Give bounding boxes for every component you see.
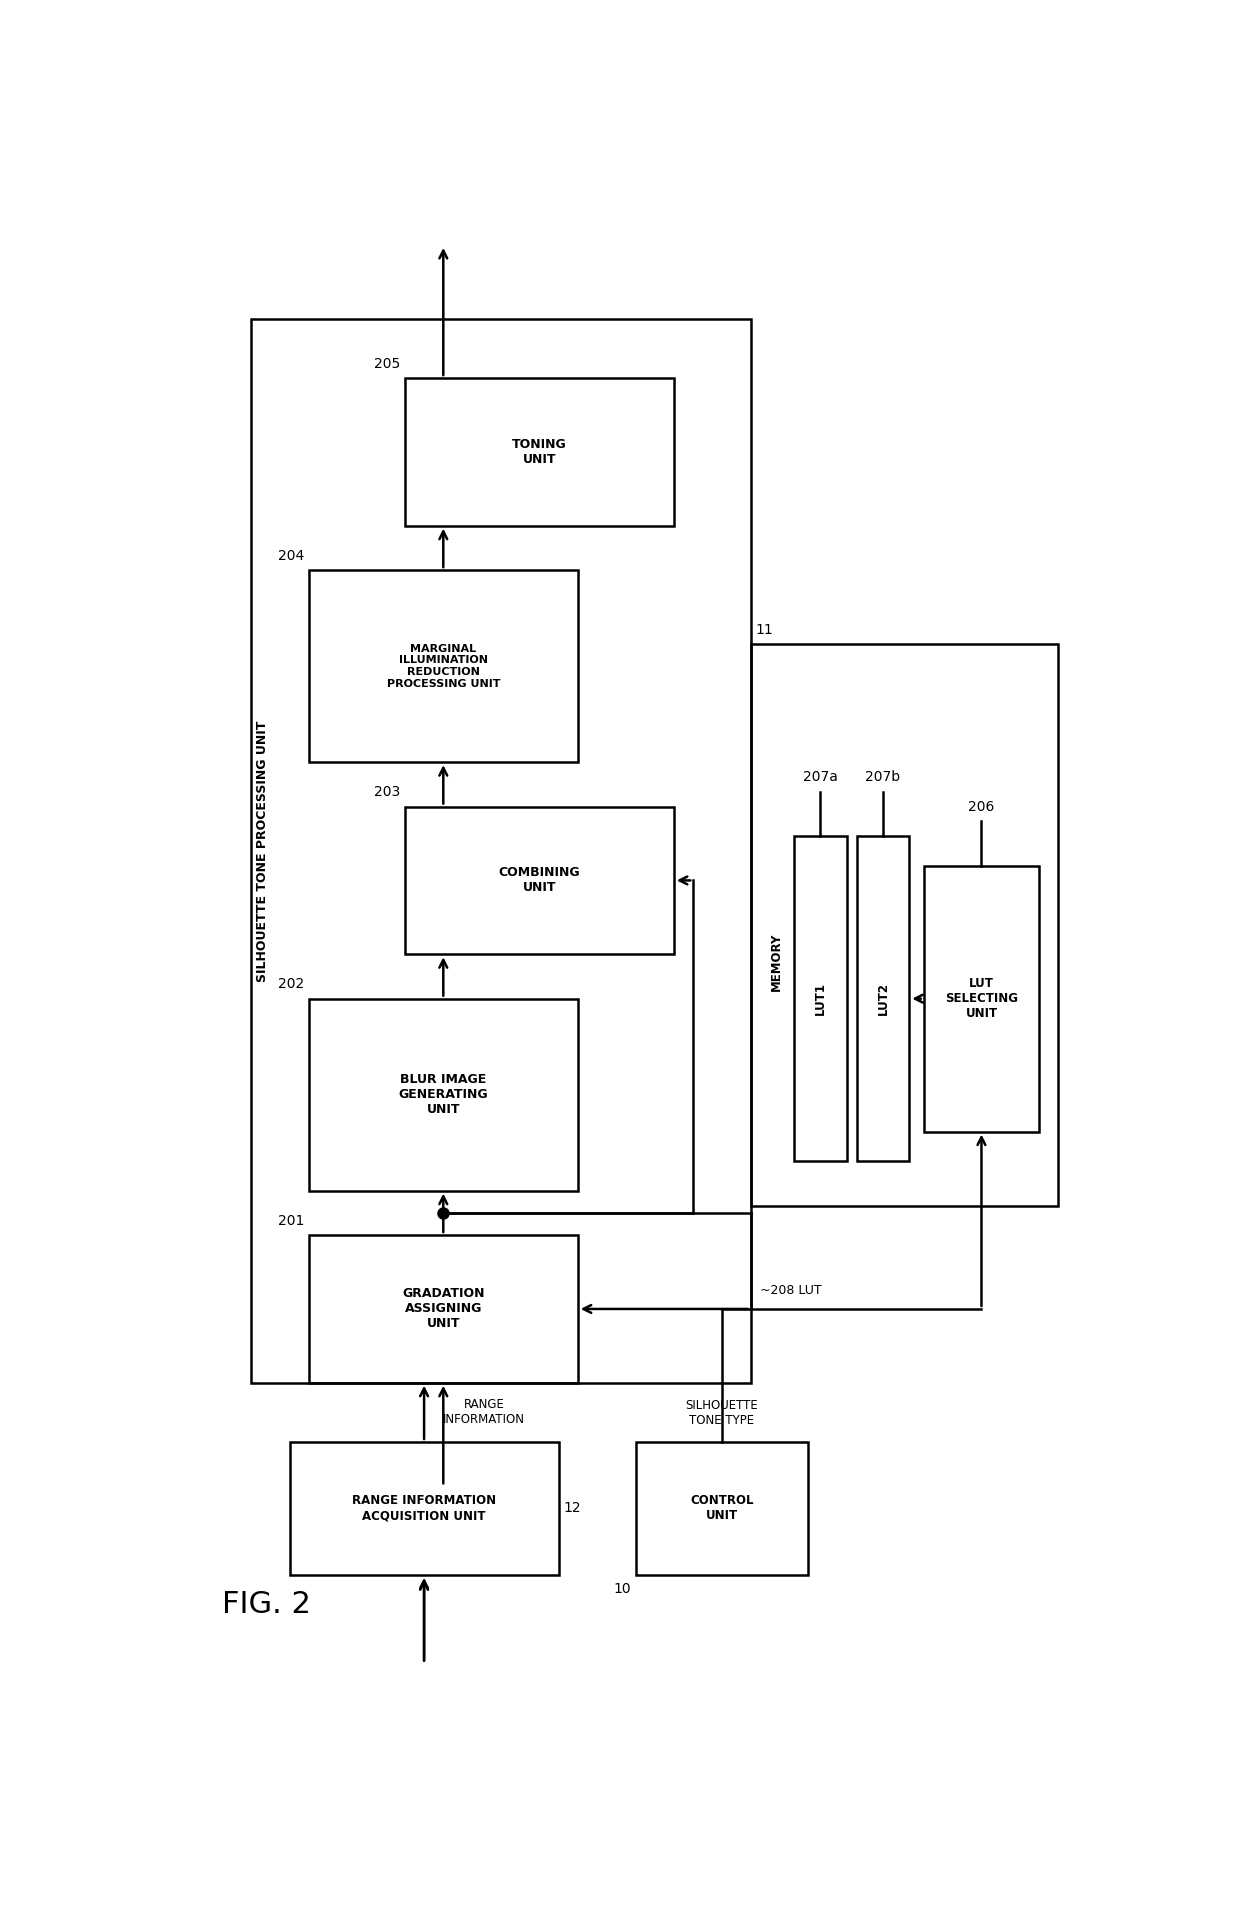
Text: 201: 201 (278, 1213, 304, 1228)
Text: TONING
UNIT: TONING UNIT (512, 438, 567, 466)
Bar (290, 1441, 559, 1575)
Bar (250, 319, 751, 1384)
Text: 205: 205 (373, 357, 401, 370)
Bar (794, 837, 847, 1161)
Bar (857, 837, 909, 1161)
Text: 207a: 207a (804, 770, 838, 785)
Text: 11: 11 (755, 622, 774, 637)
Text: LUT1: LUT1 (813, 983, 827, 1015)
Bar (309, 1236, 578, 1384)
Text: MARGINAL
ILLUMINATION
REDUCTION
PROCESSING UNIT: MARGINAL ILLUMINATION REDUCTION PROCESSI… (387, 643, 500, 689)
Text: BLUR IMAGE
GENERATING
UNIT: BLUR IMAGE GENERATING UNIT (398, 1073, 489, 1117)
Text: GRADATION
ASSIGNING
UNIT: GRADATION ASSIGNING UNIT (402, 1288, 485, 1330)
Text: 202: 202 (278, 977, 304, 992)
Text: MEMORY: MEMORY (770, 933, 784, 990)
Bar (924, 865, 1039, 1132)
Bar (309, 570, 578, 762)
Bar (404, 378, 675, 526)
Text: 206: 206 (968, 800, 994, 814)
Text: 10: 10 (613, 1583, 631, 1597)
Text: 12: 12 (563, 1501, 582, 1516)
Bar (751, 645, 1058, 1205)
Text: ~208 LUT: ~208 LUT (760, 1284, 822, 1297)
Text: COMBINING
UNIT: COMBINING UNIT (498, 867, 580, 894)
Bar (404, 806, 675, 954)
Text: SILHOUETTE TONE PROCESSING UNIT: SILHOUETTE TONE PROCESSING UNIT (257, 720, 269, 983)
Text: LUT
SELECTING
UNIT: LUT SELECTING UNIT (945, 977, 1018, 1021)
Text: CONTROL
UNIT: CONTROL UNIT (691, 1495, 754, 1522)
Text: RANGE INFORMATION
ACQUISITION UNIT: RANGE INFORMATION ACQUISITION UNIT (352, 1495, 496, 1522)
Text: FIG. 2: FIG. 2 (222, 1591, 311, 1620)
Bar (309, 998, 578, 1190)
Text: 203: 203 (373, 785, 401, 798)
Text: 207b: 207b (866, 770, 900, 785)
Text: LUT2: LUT2 (877, 983, 889, 1015)
Text: 204: 204 (278, 549, 304, 562)
Text: SILHOUETTE
TONE TYPE: SILHOUETTE TONE TYPE (686, 1399, 759, 1428)
Bar (635, 1441, 808, 1575)
Text: RANGE
INFORMATION: RANGE INFORMATION (444, 1399, 526, 1426)
